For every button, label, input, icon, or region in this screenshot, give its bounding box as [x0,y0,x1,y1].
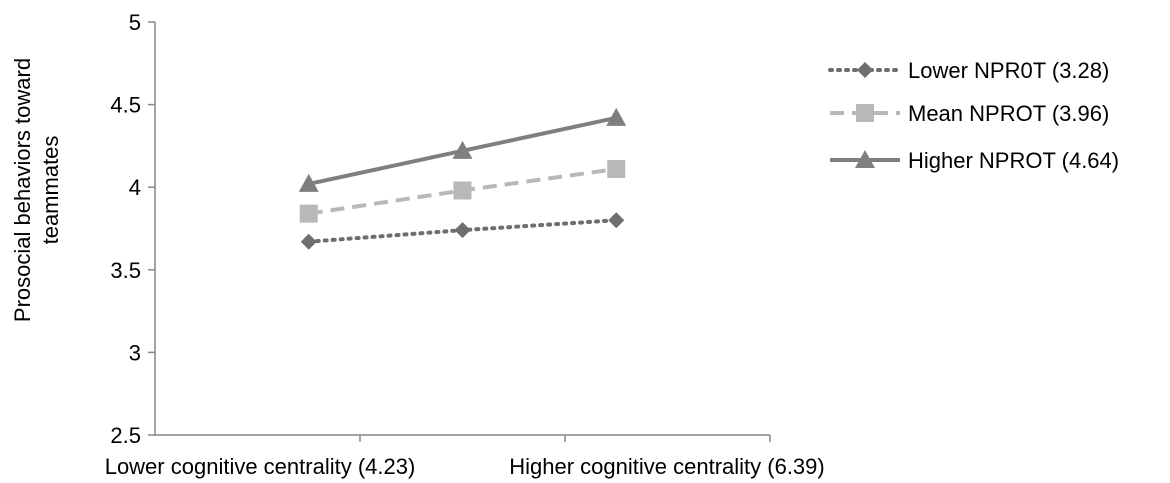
y-tick-label: 4.5 [110,93,141,118]
y-tick-label: 4 [129,175,141,200]
legend-item-lower: Lower NPR0T (3.28) [828,58,1109,83]
x-ticks [359,435,771,442]
y-tick-label: 2.5 [110,423,141,448]
data-point [299,204,318,223]
axes: 2.5 3 3.5 4 4.5 5 [110,10,771,448]
y-tick-label: 5 [129,10,141,35]
x-tick-label-higher: Higher cognitive centrality (6.39) [509,454,824,479]
legend-item-mean: Mean NPROT (3.96) [830,101,1109,126]
y-ticks: 2.5 3 3.5 4 4.5 5 [110,10,155,448]
legend: Lower NPR0T (3.28) Mean NPROT (3.96) Hig… [828,58,1119,173]
data-point [607,160,626,179]
y-axis-title: Prosocial behaviors toward teammates [10,58,63,322]
series-higher [298,107,627,192]
legend-label-lower: Lower NPR0T (3.28) [908,58,1109,83]
data-point [453,181,472,200]
legend-label-mean: Mean NPROT (3.96) [908,101,1109,126]
data-point [454,222,471,239]
data-point [606,107,627,126]
legend-label-higher: Higher NPROT (4.64) [908,148,1119,173]
data-point [452,140,473,159]
y-tick-label: 3.5 [110,258,141,283]
legend-marker [856,104,874,122]
y-axis-title-line-1: Prosocial behaviors toward [10,58,35,322]
series-mean [299,160,626,223]
y-axis-title-line-2: teammates [38,136,63,245]
y-tick-label: 3 [129,340,141,365]
legend-marker [855,150,875,168]
legend-marker [857,62,873,78]
legend-item-higher: Higher NPROT (4.64) [830,148,1119,173]
x-tick-labels: Lower cognitive centrality (4.23) Higher… [105,454,825,479]
data-point [298,173,319,192]
x-tick-label-lower: Lower cognitive centrality (4.23) [105,454,416,479]
data-point [300,233,317,250]
series-lower [300,212,625,250]
data-point [608,212,625,229]
series-layer [298,107,627,250]
